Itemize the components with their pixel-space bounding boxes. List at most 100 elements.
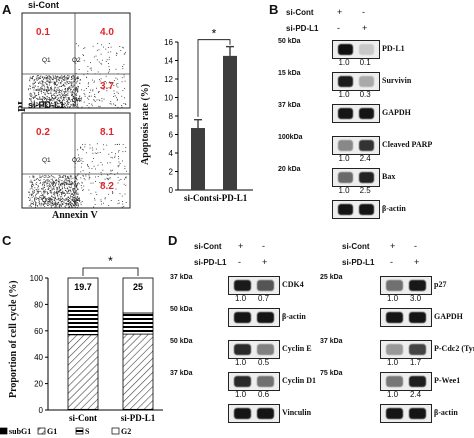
- blot-row: β-actin: [320, 400, 474, 432]
- protein-label: Vinculin: [282, 407, 312, 417]
- flow-top-q4-label: Q4: [72, 97, 81, 104]
- flow-bottom-q2-label: Q2: [72, 157, 81, 164]
- band-lane2: [409, 408, 426, 419]
- blot-dr-header-pdl1: si-PD-L1: [342, 258, 375, 267]
- y-tick-label: 6: [169, 131, 174, 140]
- bar-si-Cont: [191, 128, 205, 190]
- flow-top-title: si-Cont: [28, 0, 59, 10]
- legend-label-G2: G2: [121, 427, 131, 436]
- band-lane1: [337, 108, 354, 119]
- blot-b-lane1-cont: +: [337, 7, 343, 17]
- quantification-value: 1.0: [387, 358, 399, 367]
- blot-dl-lane1-cont: +: [238, 241, 244, 251]
- band-lane1: [337, 76, 354, 87]
- quantification-value: 0.7: [258, 294, 270, 303]
- blot-strip: [228, 404, 280, 423]
- legend-swatch-subG1: [0, 427, 8, 435]
- blot-row: GAPDH: [320, 304, 474, 336]
- significance-star: *: [108, 254, 113, 268]
- molecular-weight-label: 100kDa: [278, 134, 303, 141]
- quantification-value: 2.4: [410, 390, 422, 399]
- blot-row: 100kDa Cleaved PARP 1.0 2.4: [268, 132, 474, 164]
- legend-swatch-G1: [37, 427, 46, 435]
- y-tick-label: 2: [169, 168, 174, 177]
- blot-strip: [228, 340, 280, 359]
- band-lane2: [358, 140, 375, 151]
- band-lane2: [257, 344, 274, 355]
- blot-b-lane2-pdl1: +: [362, 23, 368, 33]
- blot-strip: [228, 308, 280, 327]
- inbar-label: 19.7: [74, 282, 92, 292]
- flow-plot-bottom: si-PD-L1 0.2 8.1 8.2 Q1 Q2 Q3 Q4: [21, 100, 131, 209]
- flow-bottom-q4-label: Q4: [72, 197, 81, 204]
- quantification-value: 1.0: [235, 390, 247, 399]
- blot-dl-lane1-pdl1: -: [238, 257, 241, 267]
- protein-label: Cleaved PARP: [382, 139, 433, 149]
- molecular-weight-label: 37 kDa: [170, 274, 193, 281]
- blot-dr-lane1-pdl1: -: [390, 257, 393, 267]
- quantification-value: 1.0: [338, 58, 350, 67]
- bar-segment-S-si-Cont: [67, 305, 99, 336]
- blot-row: 20 kDa Bax 1.0 2.5: [268, 164, 474, 196]
- blot-b-lane2-cont: -: [362, 7, 365, 17]
- band-lane2: [409, 344, 426, 355]
- blot-row: 37 kDa P-Cdc2 (Tyr15) 1.0 1.7: [320, 336, 474, 368]
- band-lane2: [257, 280, 274, 291]
- significance-star: *: [212, 27, 217, 41]
- x-tick-label: si-Cont: [184, 193, 212, 203]
- bar-segment-G2-si-Cont: [67, 277, 99, 307]
- blot-strip: [380, 340, 432, 359]
- band-lane1: [386, 312, 403, 323]
- blot-strip: [332, 40, 380, 59]
- flow-bottom-q4-value: 8.2: [100, 181, 114, 192]
- blot-row: 37 kDa GAPDH: [268, 100, 474, 132]
- quantification-value: 2.5: [359, 186, 371, 195]
- flow-top-q1-label: Q1: [42, 57, 51, 64]
- y-tick-label: 14: [164, 57, 173, 66]
- x-tick-label: si-PD-L1: [213, 193, 248, 203]
- bar-segment-G1-si-Cont: [67, 334, 99, 410]
- flow-bottom-q3-label: Q3: [42, 197, 51, 204]
- protein-label: β-actin: [282, 311, 306, 321]
- band-lane1: [234, 344, 251, 355]
- molecular-weight-label: 37 kDa: [170, 370, 193, 377]
- blot-row: 37 kDa CDK4 1.0 0.7: [170, 272, 320, 304]
- protein-label: CDK4: [282, 279, 304, 289]
- band-lane2: [257, 312, 274, 323]
- quantification-value: 2.4: [359, 154, 371, 163]
- blot-row: 15 kDa Survivin 1.0 0.3: [268, 68, 474, 100]
- apoptosis-bar-chart: 0 2 4 6 8 10 12 14 16 si-Cont si-PD-L1 *: [164, 27, 253, 203]
- blot-row: 25 kDa p27 1.0 3.0: [320, 272, 474, 304]
- protein-label: Bax: [382, 171, 396, 181]
- quantification-value: 1.0: [387, 390, 399, 399]
- flow-x-axis-label: Annexin V: [52, 210, 98, 221]
- band-lane1: [234, 280, 251, 291]
- blot-row: 50 kDa Cyclin E 1.0 0.5: [170, 336, 320, 368]
- band-lane1: [337, 140, 354, 151]
- blot-strip: [332, 72, 380, 91]
- band-lane2: [358, 44, 375, 55]
- molecular-weight-label: 37 kDa: [278, 102, 301, 109]
- band-lane2: [358, 172, 375, 183]
- blot-panel-b: si-Cont si-PD-L1 + - - + 50 kDa PD-L1 1.0 0…: [268, 0, 474, 232]
- blot-panel-d-right: si-Cont si-PD-L1 + - - + 25 kDa p27 1.0 3.0…: [320, 238, 474, 437]
- quantification-value: 1.0: [338, 90, 350, 99]
- blot-strip: [228, 372, 280, 391]
- inbar-label: 25: [133, 282, 143, 292]
- y-tick-label: 0: [39, 406, 44, 415]
- blot-row: β-actin: [268, 196, 474, 228]
- blot-dr-lane1-cont: +: [390, 241, 396, 251]
- panel-label-b: B: [269, 2, 279, 17]
- quantification-value: 0.1: [359, 58, 371, 67]
- legend-swatch-S: [75, 427, 84, 435]
- flow-bottom-q1-label: Q1: [42, 157, 51, 164]
- quantification-value: 0.3: [359, 90, 371, 99]
- blot-strip: [332, 136, 380, 155]
- flow-dots: [28, 143, 127, 208]
- y-tick-label: 40: [34, 353, 43, 362]
- legend-label-subG1: subG1: [9, 427, 31, 436]
- legend-label-S: S: [85, 427, 90, 436]
- blot-panel-d-left: si-Cont si-PD-L1 + - - + 37 kDa CDK4 1.0 0.…: [170, 238, 320, 437]
- band-lane2: [257, 408, 274, 419]
- panel-label-a: A: [2, 2, 12, 17]
